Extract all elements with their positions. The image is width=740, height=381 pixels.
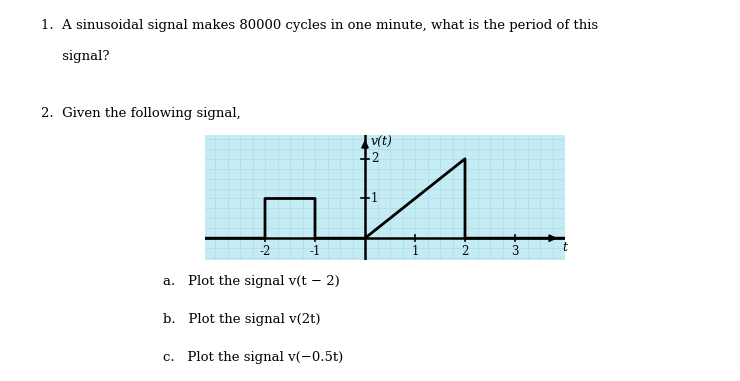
Text: 1: 1 <box>371 192 378 205</box>
Text: 2: 2 <box>371 152 378 165</box>
Text: 1: 1 <box>411 245 419 258</box>
Text: 2.  Given the following signal,: 2. Given the following signal, <box>41 107 240 120</box>
Text: a.   Plot the signal v(t − 2): a. Plot the signal v(t − 2) <box>163 275 340 288</box>
Text: 1.  A sinusoidal signal makes 80000 cycles in one minute, what is the period of : 1. A sinusoidal signal makes 80000 cycle… <box>41 19 598 32</box>
Text: -1: -1 <box>309 245 320 258</box>
Text: 3: 3 <box>511 245 519 258</box>
Text: 2: 2 <box>461 245 468 258</box>
Text: signal?: signal? <box>41 50 110 62</box>
Text: -2: -2 <box>259 245 271 258</box>
Text: v(t): v(t) <box>371 136 393 149</box>
Text: c.   Plot the signal v(−0.5t): c. Plot the signal v(−0.5t) <box>163 351 343 365</box>
Text: b.   Plot the signal v(2t): b. Plot the signal v(2t) <box>163 313 320 327</box>
Text: t: t <box>562 241 568 255</box>
